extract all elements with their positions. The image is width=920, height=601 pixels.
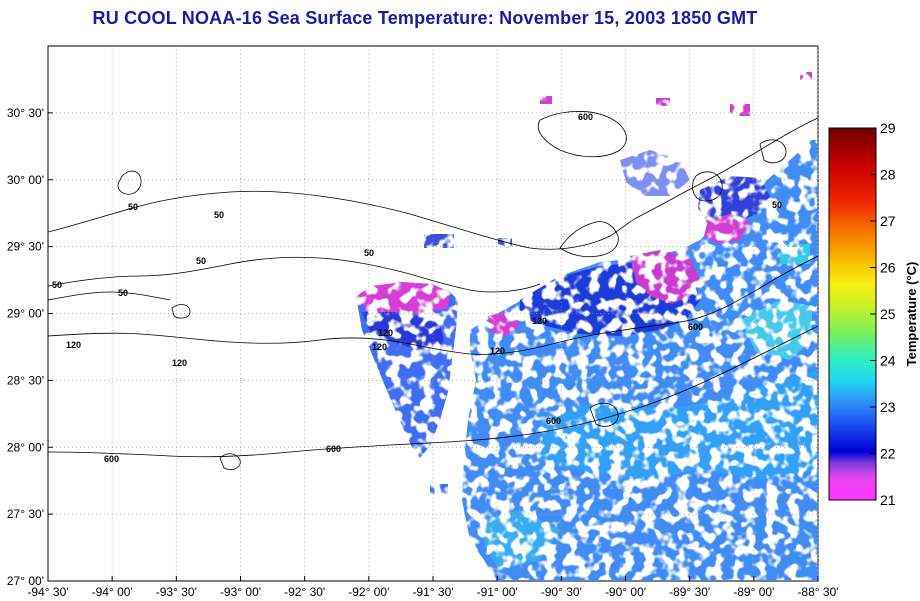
contour-label: 600 [104,454,119,464]
contour-50 [48,256,541,293]
colorbar-title: Temperature (°C) [904,262,919,367]
contour-label: 600 [688,322,703,332]
y-tick-label: 29° 00' [7,307,44,321]
sst-data-layer [356,72,818,581]
contour-50-b [48,291,171,301]
coast-bay [537,111,627,158]
sst-fragments [424,72,812,494]
contour-label: 50 [128,202,138,212]
x-tick-label: -92° 30' [284,585,325,599]
x-tick-label: -94° 00' [92,585,133,599]
x-tick-label: -90° 00' [605,585,646,599]
contour-label: 120 [172,358,187,368]
colorbar-tick-label: 27 [880,213,896,229]
y-tick-label: 29° 30' [7,240,44,254]
colorbar-gradient [828,127,877,501]
contour-600 [48,325,818,458]
x-tick-label: -89° 00' [733,585,774,599]
contour-label: 50 [772,200,782,210]
colorbar-tick-label: 24 [880,353,896,369]
colorbar: 21 22 23 24 25 26 27 28 29 Temperature (°C) [828,120,919,508]
coast-delta [559,221,619,258]
colorbar-tick-label: 29 [880,120,896,136]
sst-swath-east [462,140,818,581]
x-tick-label: -92° 00' [348,585,389,599]
contour-label: 50 [196,256,206,266]
contour-label: 120 [372,342,387,352]
colorbar-tick-label: 23 [880,399,896,415]
x-tick-label: -89° 30' [669,585,710,599]
y-tick-label: 28° 30' [7,373,44,387]
x-tick-label: -93° 00' [220,585,261,599]
contour-label: 50 [214,210,224,220]
y-tick-label: 30° 30' [7,106,44,120]
lat-lon-grid [48,46,819,581]
colorbar-tick-label: 28 [880,167,896,183]
contour-label: 600 [546,416,561,426]
x-tick-label: -90° 30' [541,585,582,599]
contour-label: 120 [490,346,505,356]
contour-label: 50 [118,288,128,298]
contour-label-group: 50 50 50 50 50 50 120 120 120 120 120 600 600 600 600 6… [52,112,782,464]
bathymetry-contours [48,111,818,470]
colorbar-tick-labels: 21 22 23 24 25 26 27 28 29 [870,120,896,508]
x-tick-label: -91° 00' [477,585,518,599]
colorbar-tick-label: 25 [880,306,896,322]
y-tick-label: 28° 00' [7,440,44,454]
colorbar-tick-label: 22 [880,446,896,462]
y-tick-label: 30° 00' [7,173,44,187]
coastline [48,117,818,250]
colorbar-tick-label: 26 [880,260,896,276]
contour-120 [48,255,818,355]
y-tick-label: 27° 30' [7,507,44,521]
contour-label: 50 [52,280,62,290]
contour-label: 600 [326,444,341,454]
x-tick-label: -94° 30' [27,585,68,599]
map-title: RU COOL NOAA-16 Sea Surface Temperature:… [92,8,758,28]
x-tick-label: -91° 30' [412,585,453,599]
x-tick-label: -93° 30' [156,585,197,599]
sst-swath-west [356,282,458,460]
contour-label: 120 [532,316,547,326]
contour-label: 120 [66,340,81,350]
colorbar-tick-label: 21 [880,492,896,508]
x-axis-tick-labels: -94° 30' -94° 00' -93° 30' -93° 00' -92° 30'… [27,576,839,599]
contour-label: 120 [378,328,393,338]
contour-label: 600 [578,112,593,122]
y-tick-label: 27° 00' [7,574,44,588]
x-tick-label: -88° 30' [797,585,838,599]
y-axis-tick-labels: 27° 00' 27° 30' 28° 00' 28° 30' 29° 00' 29° 3… [7,106,53,588]
contour-label: 50 [364,248,374,258]
